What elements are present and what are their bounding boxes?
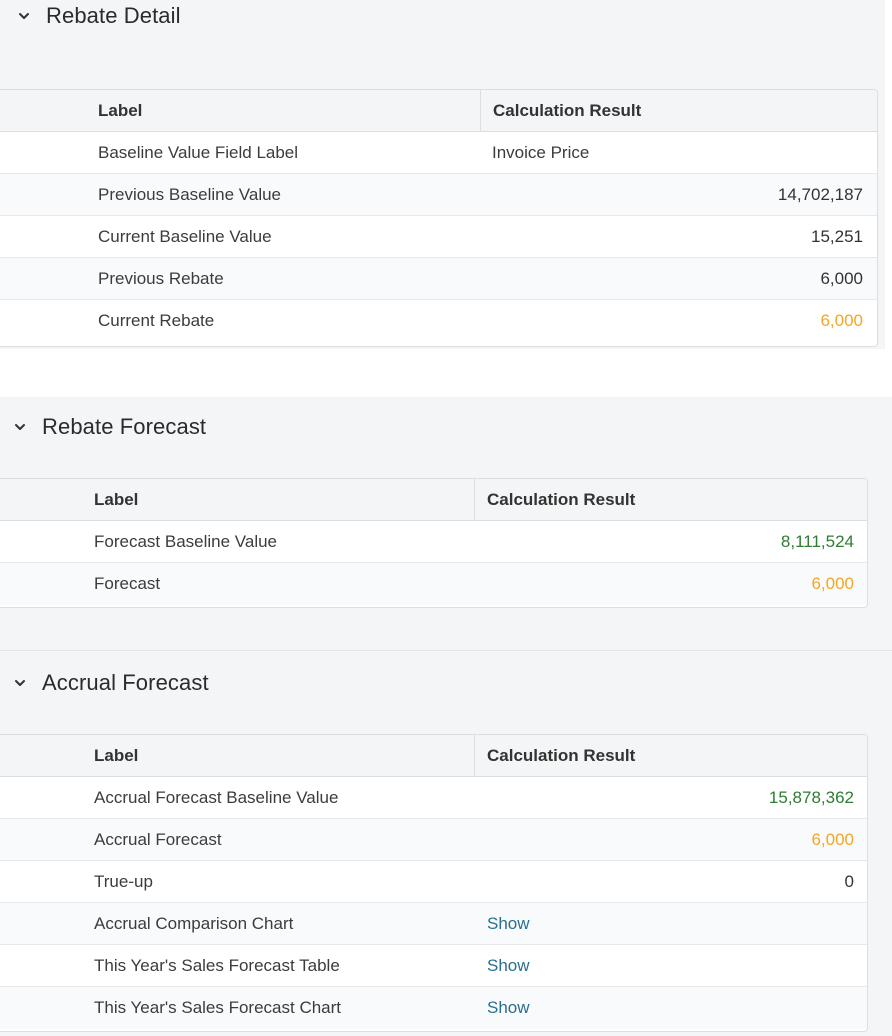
row-label: This Year's Sales Forecast Table: [94, 955, 340, 975]
rebate-forecast-section: Rebate Forecast Label Calculation Result…: [0, 397, 892, 651]
row-value: 6,000: [820, 311, 863, 330]
accrual-forecast-section: Accrual Forecast Label Calculation Resul…: [0, 651, 892, 1036]
table-row: Accrual Comparison Chart Show: [0, 903, 867, 945]
show-sales-forecast-table-link[interactable]: Show: [487, 955, 530, 975]
column-header-label: Label: [94, 745, 139, 765]
show-accrual-comparison-chart-link[interactable]: Show: [487, 913, 530, 933]
column-header-calculation-result: Calculation Result: [487, 489, 636, 509]
row-value: 15,878,362: [768, 787, 854, 807]
row-label: Forecast: [94, 574, 161, 593]
table-row: Accrual Forecast 6,000: [0, 819, 867, 861]
show-sales-forecast-chart-link[interactable]: Show: [487, 998, 530, 1017]
chevron-down-icon[interactable]: [12, 419, 28, 435]
row-value: 6,000: [820, 268, 863, 288]
row-label: Accrual Forecast Baseline Value: [94, 787, 339, 807]
row-label: Baseline Value Field Label: [98, 142, 299, 162]
row-label: This Year's Sales Forecast Chart: [94, 998, 342, 1017]
table-row: Current Rebate 6,000: [0, 300, 877, 342]
table-header-row: Label Calculation Result: [0, 479, 867, 521]
section-title: Accrual Forecast: [42, 670, 209, 695]
row-value: 0: [844, 871, 854, 891]
rebate-detail-section: Rebate Detail Label Calculation Result B…: [0, 0, 885, 349]
column-header-label: Label: [98, 100, 143, 120]
column-header-calculation-result: Calculation Result: [487, 745, 636, 765]
rebate-forecast-table: Label Calculation Result Forecast Baseli…: [0, 478, 868, 608]
accrual-forecast-table: Label Calculation Result Accrual Forecas…: [0, 734, 868, 1032]
table-row: Previous Baseline Value 14,702,187: [0, 174, 877, 216]
row-label: Current Rebate: [98, 311, 215, 330]
table-row: Forecast 6,000: [0, 563, 867, 605]
table-row: This Year's Sales Forecast Chart Show: [0, 987, 867, 1029]
row-label: Accrual Comparison Chart: [94, 913, 294, 933]
table-header-row: Label Calculation Result: [0, 735, 867, 777]
section-title: Rebate Forecast: [42, 414, 207, 439]
row-value: 8,111,524: [780, 531, 854, 551]
chevron-down-icon[interactable]: [16, 8, 32, 24]
row-label: Previous Rebate: [98, 268, 224, 288]
table-row: Current Baseline Value 15,251: [0, 216, 877, 258]
rebate-detail-header[interactable]: Rebate Detail: [0, 0, 181, 32]
table-row: Forecast Baseline Value 8,111,524: [0, 521, 867, 563]
section-title: Rebate Detail: [46, 3, 181, 28]
column-header-calculation-result: Calculation Result: [493, 100, 642, 120]
row-label: Accrual Forecast: [94, 829, 222, 849]
row-label: Current Baseline Value: [98, 226, 272, 246]
rebate-detail-table: Label Calculation Result Baseline Value …: [0, 89, 878, 347]
chevron-down-icon[interactable]: [12, 675, 28, 691]
row-value: 14,702,187: [777, 184, 863, 204]
row-value: 6,000: [811, 574, 854, 593]
row-value: Invoice Price: [492, 142, 590, 162]
rebate-forecast-header[interactable]: Rebate Forecast: [0, 409, 206, 445]
table-row: This Year's Sales Forecast Table Show: [0, 945, 867, 987]
column-header-label: Label: [94, 489, 139, 509]
accrual-forecast-header[interactable]: Accrual Forecast: [0, 665, 209, 701]
row-label: Forecast Baseline Value: [94, 531, 278, 551]
row-value: 15,251: [811, 226, 863, 246]
table-row: True-up 0: [0, 861, 867, 903]
row-label: True-up: [94, 871, 153, 891]
table-row: Baseline Value Field Label Invoice Price: [0, 132, 877, 174]
row-label: Previous Baseline Value: [98, 184, 282, 204]
table-header-row: Label Calculation Result: [0, 90, 877, 132]
table-row: Previous Rebate 6,000: [0, 258, 877, 300]
row-value: 6,000: [811, 829, 854, 849]
table-row: Accrual Forecast Baseline Value 15,878,3…: [0, 777, 867, 819]
